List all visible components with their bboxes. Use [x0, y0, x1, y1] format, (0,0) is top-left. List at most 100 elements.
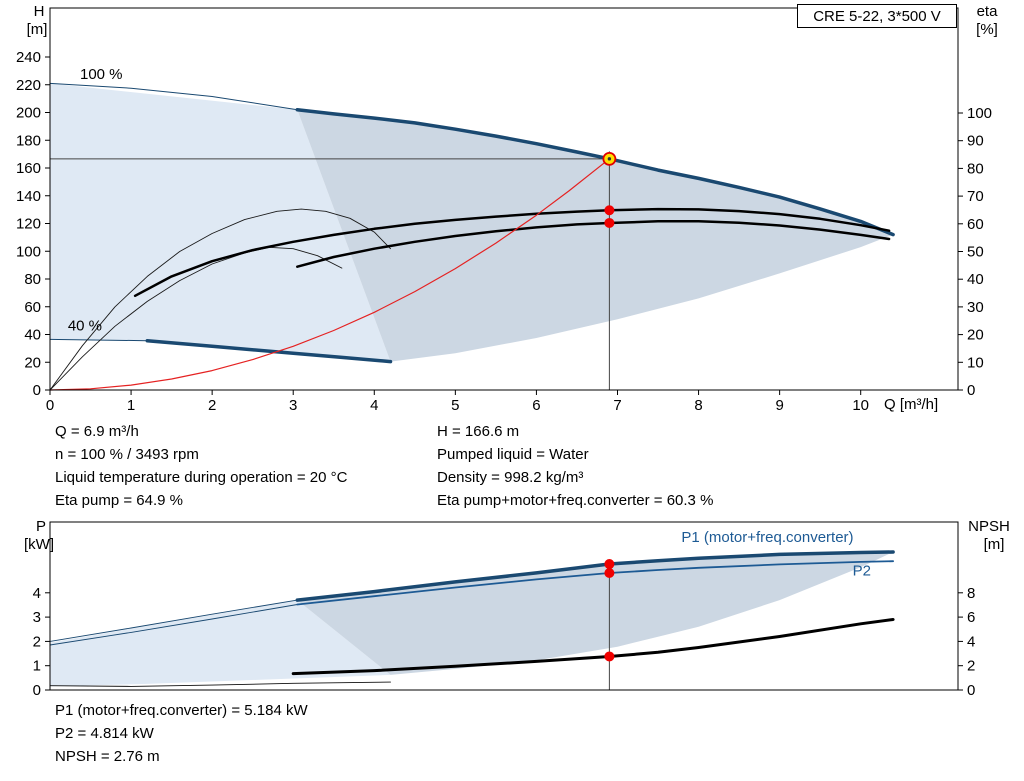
tick-label: 3 — [33, 609, 41, 626]
p-axis-title: P — [36, 518, 46, 535]
system-curve — [49, 158, 610, 391]
npsh-axis-title: NPSH — [968, 518, 1010, 535]
operating-range-light — [50, 83, 391, 362]
tick-label: 1 — [33, 658, 41, 675]
tick-label: 0 — [33, 682, 41, 699]
tick-label: 2 — [33, 633, 41, 650]
pump-curve-40pct — [145, 338, 393, 364]
q-axis-title: Q [m³/h] — [884, 396, 938, 413]
tick-label: 90 — [967, 133, 984, 150]
eta-axis-title: eta — [977, 3, 999, 20]
tick-label: 2 — [967, 658, 975, 675]
pump-model-title: CRE 5-22, 3*500 V — [813, 8, 941, 25]
tick-label: 10 — [967, 354, 984, 371]
curve-point-marker — [604, 568, 615, 579]
p2-curve — [296, 560, 894, 606]
duty-point-center — [607, 157, 612, 161]
tick-label: 40 — [967, 271, 984, 288]
tick-label: 20 — [967, 327, 984, 344]
curve-point-marker — [604, 217, 615, 228]
curve-point-marker — [604, 559, 615, 570]
curve-label: 40 % — [68, 317, 102, 334]
tick-label: 30 — [967, 299, 984, 316]
p-axis-unit: [kW] — [24, 536, 54, 553]
tick-label: 6 — [967, 609, 975, 626]
curve-label: P1 (motor+freq.converter) — [681, 529, 853, 546]
tick-label: 0 — [46, 397, 54, 414]
tick-label: 8 — [967, 585, 975, 602]
tick-label: 100 — [967, 105, 992, 122]
curve-label: P2 — [853, 562, 871, 579]
tick-label: 180 — [16, 132, 41, 149]
tick-label: 7 — [613, 397, 621, 414]
result-temperature: Liquid temperature during operation = 20… — [55, 469, 348, 486]
npsh-thin — [49, 681, 391, 687]
curve-point-marker — [604, 651, 615, 662]
duty-results-col1: Q = 6.9 m³/h n = 100 % / 3493 rpm Liquid… — [55, 420, 347, 512]
tick-label: 9 — [775, 397, 783, 414]
npsh-curve — [291, 618, 895, 676]
npsh-axis-unit: [m] — [984, 536, 1005, 553]
operating-envelope — [297, 109, 894, 362]
curve-100pct-thin — [49, 82, 298, 111]
curve-label: 100 % — [80, 66, 123, 83]
p1-curve — [295, 550, 895, 602]
result-p1: P1 (motor+freq.converter) = 5.184 kW — [55, 702, 308, 719]
duty-results-col2: H = 166.6 m Pumped liquid = Water Densit… — [437, 420, 713, 512]
tick-label: 140 — [16, 188, 41, 205]
curve-40pct-thin — [49, 338, 148, 342]
result-npsh: NPSH = 2.76 m — [55, 748, 160, 765]
tick-label: 4 — [967, 633, 975, 650]
power-range-light — [50, 600, 391, 687]
tick-label: 8 — [694, 397, 702, 414]
tick-label: 240 — [16, 49, 41, 66]
tick-label: 6 — [532, 397, 540, 414]
tick-label: 1 — [127, 397, 135, 414]
h-axis-title: H — [34, 3, 45, 20]
tick-label: 0 — [967, 682, 975, 699]
axis-titles: H [m] eta [%] Q [m³/h] P [kW] NPSH [m] — [24, 3, 1010, 553]
tick-label: 3 — [289, 397, 297, 414]
eta-pump-curve — [133, 207, 891, 298]
tick-label: 60 — [967, 216, 984, 233]
tick-label: 60 — [24, 299, 41, 316]
power-envelope — [297, 552, 894, 675]
h-axis-unit: [m] — [27, 21, 48, 38]
chart-title-box: CRE 5-22, 3*500 V — [797, 4, 957, 28]
result-eta-pump: Eta pump = 64.9 % — [55, 492, 183, 509]
tick-label: 40 — [24, 327, 41, 344]
tick-label: 100 — [16, 243, 41, 260]
result-density: Density = 998.2 kg/m³ — [437, 469, 584, 486]
tick-label: 160 — [16, 160, 41, 177]
result-q: Q = 6.9 m³/h — [55, 423, 139, 440]
result-liquid: Pumped liquid = Water — [437, 446, 589, 463]
result-eta-total: Eta pump+motor+freq.converter = 60.3 % — [437, 492, 714, 509]
eta-curve-reduced-2 — [49, 246, 343, 391]
tick-label: 120 — [16, 216, 41, 233]
tick-label: 20 — [24, 354, 41, 371]
chart-title-border — [797, 4, 957, 28]
tick-label: 4 — [33, 585, 41, 602]
power-npsh-chart: 0 1 2 3 4 0 2 4 6 8 P1 (motor+freq.converter)P2 — [33, 521, 975, 699]
result-speed: n = 100 % / 3493 rpm — [55, 446, 199, 463]
tick-label: 2 — [208, 397, 216, 414]
pump-curve-100pct — [295, 107, 895, 237]
tick-label: 80 — [24, 271, 41, 288]
qh-chart: 0204060801001201401601802002202400102030… — [16, 7, 992, 414]
eta-curve-reduced-1 — [49, 208, 391, 391]
p2-thin — [49, 604, 298, 646]
tick-label: 10 — [852, 397, 869, 414]
eta-total-curve — [296, 220, 891, 268]
plot-border — [49, 521, 959, 691]
eta-axis-unit: [%] — [976, 21, 998, 38]
tick-label: 70 — [967, 188, 984, 205]
tick-label: 220 — [16, 77, 41, 94]
tick-label: 200 — [16, 105, 41, 122]
power-results: P1 (motor+freq.converter) = 5.184 kW P2 … — [55, 699, 308, 768]
p1-thin — [49, 599, 298, 642]
plot-border — [49, 7, 959, 391]
result-p2: P2 = 4.814 kW — [55, 725, 154, 742]
result-h: H = 166.6 m — [437, 423, 520, 440]
tick-label: 4 — [370, 397, 378, 414]
